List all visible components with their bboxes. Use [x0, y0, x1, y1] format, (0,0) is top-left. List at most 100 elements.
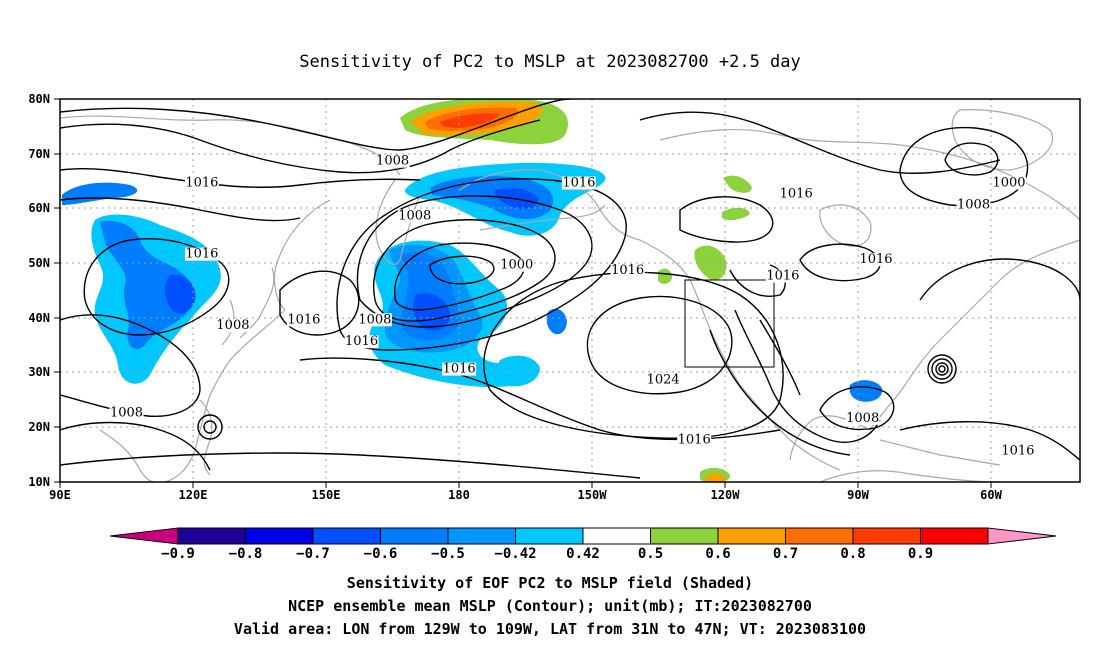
coast-s-america	[819, 470, 1001, 482]
lat-label-10n: 10N	[28, 475, 50, 489]
contour-label: 1016	[859, 252, 892, 267]
contour-label-bg	[859, 253, 893, 267]
contour-1000-greenland	[944, 142, 999, 176]
colorbar-segment	[852, 527, 921, 545]
contour-label-bg	[375, 154, 410, 168]
contour-label-bg	[561, 176, 596, 190]
contour-1016-south	[60, 452, 641, 479]
lat-label-70n: 70N	[28, 147, 50, 161]
contour-label-bg	[956, 198, 991, 212]
colorbar-segment	[245, 527, 314, 545]
lon-label-90w: 90W	[847, 488, 869, 502]
contour-label: 1016	[1001, 444, 1034, 459]
shade-positive-arctic-max2	[440, 113, 500, 128]
lat-label-80n: 80N	[28, 92, 50, 106]
contour-label-bg	[184, 247, 219, 261]
contour-label: 1000	[500, 258, 533, 273]
contour-label-bg	[646, 373, 681, 387]
contour-label-bg	[286, 313, 321, 327]
caption-line-2: NCEP ensemble mean MSLP (Contour); unit(…	[288, 597, 812, 615]
lon-tick-labels: 90E 120E 150E 180 150W 120W 90W 60W	[49, 488, 1002, 502]
shade-positive-hudson	[722, 207, 750, 221]
valid-area-box	[684, 279, 775, 368]
contour-label: 1000	[992, 176, 1025, 191]
shade-positive-alaska	[694, 245, 727, 281]
axis-ticks	[54, 98, 992, 488]
colorbar-label: 0.9	[908, 546, 933, 562]
contour-label-bg	[215, 318, 250, 332]
caption: Sensitivity of EOF PC2 to MSLP field (Sh…	[234, 574, 866, 638]
colorbar-label: 0.8	[840, 546, 865, 562]
colorbar-segment	[515, 527, 584, 545]
contour-label: 1016	[562, 176, 595, 191]
contour-arctic-1	[60, 99, 571, 151]
contour-hurricane-3	[935, 362, 949, 376]
caption-line-1: Sensitivity of EOF PC2 to MSLP field (Sh…	[347, 574, 753, 592]
shade-negative-caribbean	[849, 380, 883, 402]
colorbar-label: 0.5	[638, 546, 663, 562]
colorbar-segment	[312, 527, 381, 545]
contour-1008-tropical	[60, 421, 211, 471]
colorbar-under-triangle	[109, 527, 179, 545]
colorbar: −0.9 −0.8 −0.7 −0.6 −0.5 −0.42 0.42 0.5 0.6 0.7 0.…	[109, 527, 1057, 562]
colorbar-label: −0.42	[494, 546, 536, 562]
coast-indochina	[99, 429, 156, 482]
coast-na-east	[869, 239, 1080, 431]
contour-label-bg	[845, 411, 880, 425]
lon-label-180: 180	[448, 488, 470, 502]
colorbar-label: 0.7	[773, 546, 798, 562]
contour-label-bg	[397, 209, 432, 223]
shade-negative-subtrop	[498, 355, 540, 387]
shade-positive-mexico-core	[706, 473, 726, 482]
colorbar-segment	[650, 527, 719, 545]
colorbar-segment	[582, 527, 651, 545]
contour-1016-asia	[60, 197, 301, 222]
contour-1016-atlantic	[899, 421, 1080, 461]
contour-label-bg	[344, 335, 379, 349]
lon-label-120e: 120E	[179, 488, 208, 502]
contour-1016-bering	[336, 178, 627, 351]
coast-greenland	[951, 109, 1054, 171]
contour-low-1	[356, 195, 593, 328]
contour-label-bg	[499, 258, 534, 272]
contour-label-bg	[357, 313, 392, 327]
contour-1008-gulf	[819, 386, 895, 431]
contour-label: 1016	[766, 269, 799, 284]
shade-negative-asia-2	[100, 220, 194, 350]
contour-label-bg	[442, 362, 477, 376]
contour-low-4	[429, 255, 495, 285]
contour-label: 1016	[678, 433, 711, 448]
contour-label-bg	[992, 176, 1027, 190]
colorbar-segment	[177, 527, 246, 545]
contour-label-bg	[677, 433, 712, 447]
contour-label: 1016	[611, 263, 644, 278]
colorbar-label: −0.7	[296, 546, 330, 562]
shade-positive-canada	[723, 175, 752, 193]
lon-label-60w: 60W	[980, 488, 1002, 502]
contour-label: 1008	[957, 197, 990, 212]
contour-label: 1008	[110, 405, 143, 420]
coast-na-arctic	[659, 128, 1080, 221]
contour-label: 1016	[345, 334, 378, 349]
contour-label-bg	[184, 176, 219, 190]
colorbar-label: 0.42	[566, 546, 600, 562]
contour-label: 1008	[398, 208, 431, 223]
contour-wave-1	[734, 309, 881, 443]
shade-negative-asia-3	[164, 274, 196, 314]
contour-north-asia	[60, 167, 421, 188]
contour-hurricane-2	[931, 358, 953, 380]
contour-arctic-2	[60, 119, 541, 174]
lon-label-150e: 150E	[312, 488, 341, 502]
contour-1024-high	[586, 295, 733, 395]
colorbar-label: −0.8	[229, 546, 263, 562]
contour-label: 1016	[287, 312, 320, 327]
lat-tick-labels: 80N 70N 60N 50N 40N 30N 20N 10N	[28, 92, 50, 489]
contour-typhoon-1	[197, 414, 223, 440]
contour-1016-japan	[279, 270, 360, 336]
lat-label-60n: 60N	[28, 201, 50, 215]
contour-typhoon-2	[203, 420, 217, 434]
map-frame	[59, 98, 1081, 483]
contour-wave-2	[709, 329, 851, 456]
shade-negative-midpac	[546, 308, 567, 335]
coast-okhotsk	[273, 199, 331, 311]
